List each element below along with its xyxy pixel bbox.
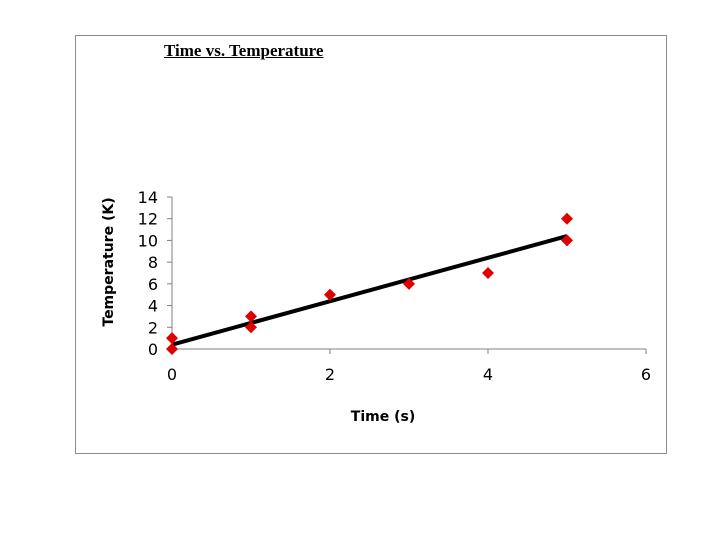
y-tick-label: 0 [148,340,158,359]
data-point [403,277,415,290]
data-point [166,343,178,355]
data-point [324,288,336,301]
y-tick-label: 12 [138,210,158,229]
x-tick-label: 4 [483,365,493,384]
chart-title: Time vs. Temperature [164,41,324,60]
data-point [561,234,573,247]
y-axis-title: Temperature (K) [101,197,117,326]
x-tick-label: 0 [167,365,177,384]
data-point [561,212,573,225]
y-tick-label: 4 [148,297,158,316]
y-tick-label: 14 [138,188,158,207]
x-tick-label: 6 [641,365,651,384]
y-tick-label: 6 [148,275,158,294]
x-axis-title: Time (s) [351,409,415,425]
x-tick-label: 2 [325,365,335,384]
trend-line [171,234,568,347]
y-tick-label: 8 [148,253,158,272]
data-point [166,332,178,345]
y-tick-label: 10 [138,231,158,250]
y-tick-label: 2 [148,318,158,337]
data-point [482,267,494,279]
data-point [245,310,257,323]
data-point [245,321,257,334]
